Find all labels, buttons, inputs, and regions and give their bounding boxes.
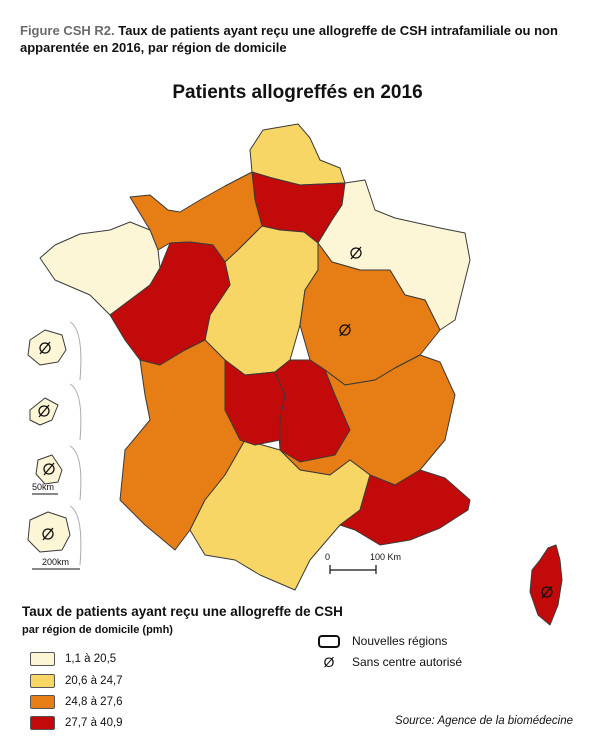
inset-guadeloupe[interactable]	[27, 329, 67, 366]
no-center-icon	[43, 462, 55, 476]
map-title: Patients allogreffés en 2016	[172, 82, 423, 103]
no-center-label: Sans centre autorisé	[352, 655, 463, 669]
legend-item: 24,8 à 27,6	[30, 694, 123, 710]
scale-100km: 100 Km	[370, 552, 402, 562]
legend-label: 27,7 à 40,9	[65, 717, 123, 729]
inset-separators	[69, 321, 82, 566]
legend-item: 20,6 à 24,7	[30, 673, 123, 689]
new-regions-symbol	[318, 634, 340, 648]
figure-caption: Figure CSH R2. Taux de patients ayant re…	[20, 22, 580, 56]
region-bretagne[interactable]	[39, 221, 161, 316]
no-center-icon	[339, 323, 351, 337]
legend-swatch	[30, 716, 55, 730]
scale-zero: 0	[325, 552, 331, 562]
region-auvergne[interactable]	[274, 359, 351, 463]
legend-label: 24,8 à 27,6	[65, 696, 123, 708]
scale-50km: 50km	[32, 482, 55, 492]
legend-new-regions: Nouvelles régions	[318, 634, 447, 648]
legend-title: Taux de patients ayant reçu une allogref…	[22, 604, 343, 619]
no-center-icon	[39, 341, 51, 355]
no-center-icon	[350, 246, 362, 260]
scale-200km: 200km	[42, 557, 70, 567]
region-provence-alpes-cote-dazur[interactable]	[339, 469, 471, 546]
legend-item: 1,1 à 20,5	[30, 651, 116, 667]
no-center-icon	[42, 527, 54, 541]
no-center-icon	[541, 585, 553, 599]
figure-caption-text: Taux de patients ayant reçu une allogref…	[20, 23, 558, 55]
legend-label: 20,6 à 24,7	[65, 675, 123, 687]
legend-swatch	[30, 695, 55, 709]
source-note: Source: Agence de la biomédecine	[395, 715, 573, 727]
main-scale-bar	[329, 565, 377, 574]
legend-swatch	[30, 674, 55, 688]
legend-no-center: Ø Sans centre autorisé	[318, 654, 463, 670]
no-center-symbol-icon: Ø	[323, 654, 335, 670]
legend-item: 27,7 à 40,9	[30, 715, 123, 731]
figure-label: Figure CSH R2.	[20, 23, 115, 38]
no-center-markers	[38, 246, 553, 599]
new-regions-label: Nouvelles régions	[352, 634, 448, 648]
inset-scale-bars	[32, 493, 80, 570]
legend-swatch	[30, 652, 55, 666]
no-center-icon	[38, 404, 50, 418]
legend-subtitle: par région de domicile (pmh)	[22, 624, 173, 636]
region-corse[interactable]	[529, 544, 563, 626]
legend-label: 1,1 à 20,5	[65, 653, 117, 665]
